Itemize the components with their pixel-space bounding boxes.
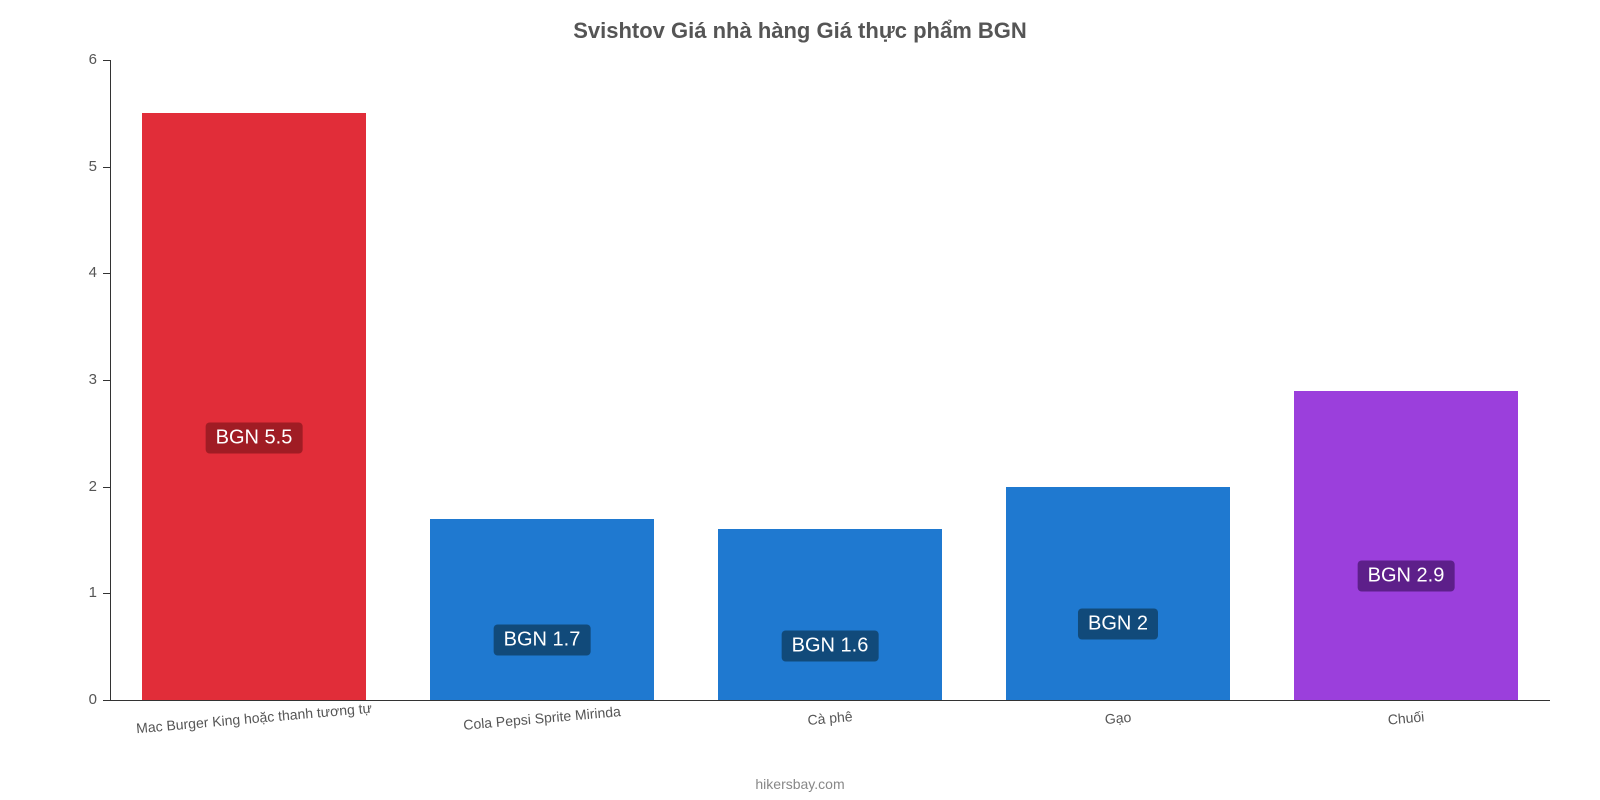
y-tick-mark: [103, 273, 110, 274]
y-tick-label: 4: [57, 264, 97, 281]
y-tick-mark: [103, 487, 110, 488]
y-tick-label: 0: [57, 691, 97, 708]
y-tick-mark: [103, 380, 110, 381]
bar-value-label: BGN 2.9: [1358, 561, 1455, 592]
bar: [142, 113, 367, 700]
bar: [1294, 391, 1519, 700]
bar: [1006, 487, 1231, 700]
y-tick-label: 6: [57, 51, 97, 68]
x-tick-label: Gạo: [1104, 709, 1132, 727]
y-tick-mark: [103, 593, 110, 594]
y-tick-label: 3: [57, 371, 97, 388]
y-tick-label: 1: [57, 584, 97, 601]
bar-value-label: BGN 5.5: [206, 422, 303, 453]
y-axis-line: [110, 60, 111, 700]
bar-value-label: BGN 2: [1078, 609, 1158, 640]
x-tick-label: Mac Burger King hoặc thanh tương tự: [136, 700, 373, 737]
bar-value-label: BGN 1.6: [782, 630, 879, 661]
y-tick-mark: [103, 60, 110, 61]
y-tick-mark: [103, 167, 110, 168]
x-tick-label: Cola Pepsi Sprite Mirinda: [463, 703, 622, 733]
chart-container: Svishtov Giá nhà hàng Giá thực phẩm BGN …: [0, 0, 1600, 800]
y-tick-mark: [103, 700, 110, 701]
x-tick-label: Cà phê: [807, 708, 853, 728]
x-tick-label: Chuối: [1387, 708, 1425, 727]
bar: [718, 529, 943, 700]
chart-footer: hikersbay.com: [0, 776, 1600, 792]
x-axis-line: [110, 700, 1550, 701]
bar: [430, 519, 655, 700]
bar-value-label: BGN 1.7: [494, 625, 591, 656]
chart-title: Svishtov Giá nhà hàng Giá thực phẩm BGN: [0, 0, 1600, 44]
y-tick-label: 2: [57, 478, 97, 495]
plot-area: 0123456BGN 5.5Mac Burger King hoặc thanh…: [110, 60, 1550, 700]
y-tick-label: 5: [57, 158, 97, 175]
